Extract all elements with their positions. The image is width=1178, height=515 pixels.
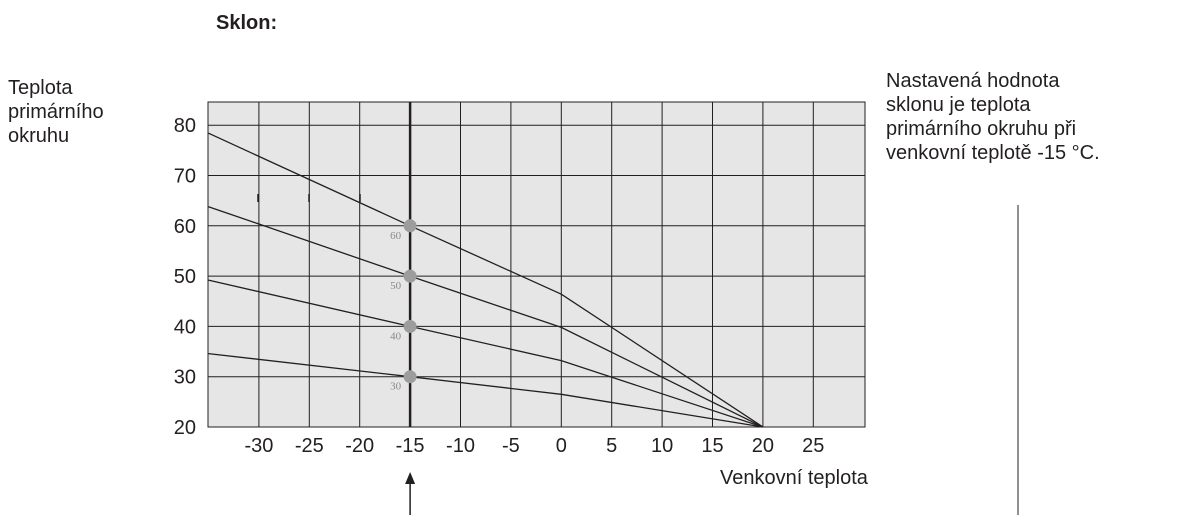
y-axis-label-line: Teplota — [8, 77, 73, 99]
markers: 30 40 50 60 — [390, 219, 417, 393]
page-title: Sklon: — [216, 12, 278, 34]
y-axis-label: Teplota primárního okruhu — [8, 76, 104, 148]
x-axis-label: Venkovní teplota — [720, 467, 868, 489]
x-tick-label: -25 — [295, 435, 324, 457]
x-tick-label: 10 — [651, 435, 673, 457]
slope-note: Nastavená hodnota sklonu je teplota prim… — [886, 69, 1100, 165]
slope-note-line: venkovní teplotě -15 °C. — [886, 142, 1100, 164]
slope-note-line: Nastavená hodnota — [886, 70, 1060, 92]
y-tick-label: 30 — [174, 367, 196, 389]
y-tick-label: 50 — [174, 266, 196, 288]
curves — [208, 132, 764, 428]
slope-note-line: primárního okruhu při — [886, 118, 1077, 140]
curve-marker-50 — [403, 269, 417, 283]
grid — [208, 102, 865, 427]
curve-marker-label: 30 — [390, 381, 402, 393]
x-tick-label: 25 — [802, 435, 824, 457]
curve-30 — [208, 352, 764, 428]
curve-marker-label: 40 — [390, 330, 402, 342]
x-tick-label: 20 — [752, 435, 774, 457]
y-tick-label: 20 — [174, 417, 196, 439]
x-tick-label: 5 — [606, 435, 617, 457]
plot-background — [207, 101, 866, 428]
x-tick-label: -5 — [502, 435, 520, 457]
x-tick-label: -20 — [345, 435, 374, 457]
curve-marker-30 — [403, 370, 417, 384]
x-tick-label: 0 — [556, 435, 567, 457]
curve-marker-40 — [403, 319, 417, 333]
curve-40 — [208, 279, 764, 428]
x-tick-label: -15 — [396, 435, 425, 457]
y-axis-label-line: primárního — [8, 101, 104, 123]
arrow-up-icon — [405, 472, 416, 484]
y-tick-label: 40 — [174, 316, 196, 338]
curve-marker-label: 50 — [390, 280, 402, 292]
curve-marker-60 — [403, 219, 417, 233]
y-tick-label: 60 — [174, 216, 196, 238]
x-tick-label: 15 — [701, 435, 723, 457]
plot-area — [207, 101, 866, 428]
curve-50 — [208, 206, 764, 428]
curve-marker-label: 60 — [390, 230, 402, 242]
x-tick-label: -10 — [446, 435, 475, 457]
ticks: 20 30 40 50 60 70 80 -30 -25 -20 -15 -10 -5 0 5 10 15 20 2… — [174, 115, 825, 457]
y-tick-label: 80 — [174, 115, 196, 137]
curve-60 — [208, 132, 764, 428]
x-tick-label: -30 — [244, 435, 273, 457]
annotations — [405, 205, 1019, 515]
y-axis-label-line: okruhu — [8, 125, 70, 147]
slope-note-line: sklonu je teplota — [886, 94, 1031, 116]
y-tick-label: 70 — [174, 166, 196, 188]
